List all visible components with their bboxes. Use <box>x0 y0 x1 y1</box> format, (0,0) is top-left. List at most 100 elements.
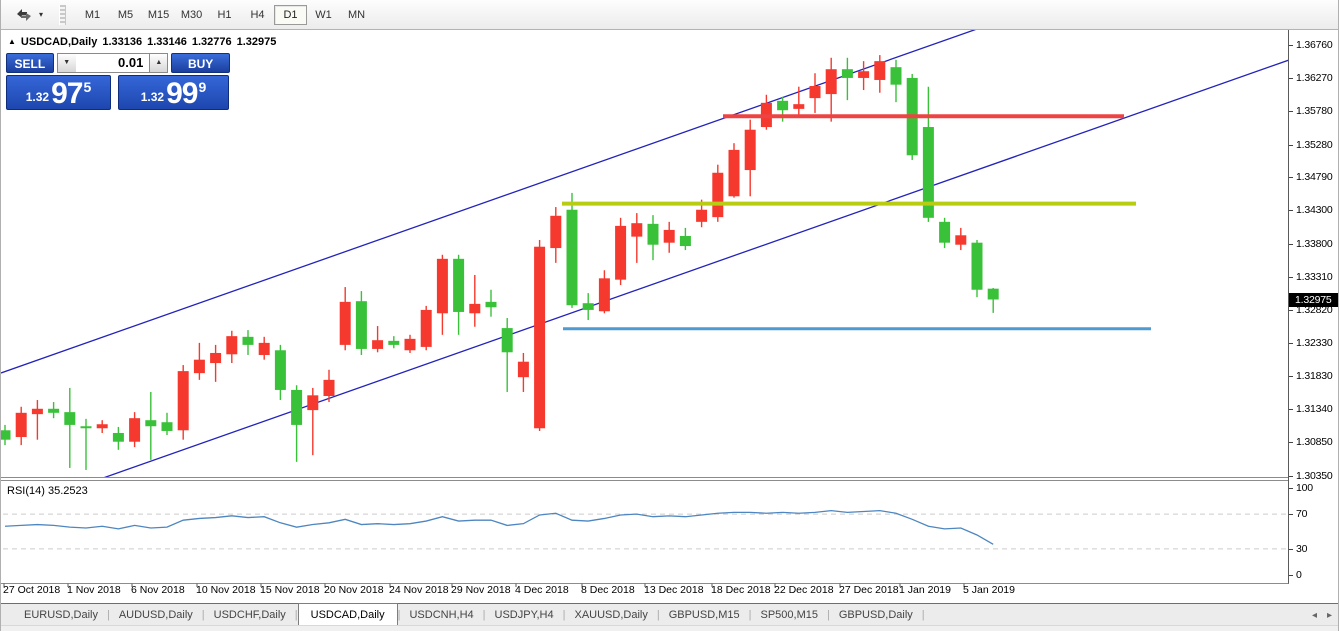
chart-canvas[interactable] <box>1 30 1289 603</box>
candle-body <box>712 172 724 218</box>
price-tick-label: 1.31830 <box>1289 370 1333 382</box>
tab-scroll-right-icon[interactable]: ▸ <box>1326 609 1332 621</box>
price-tick-label: 1.31340 <box>1289 403 1333 415</box>
tab-scroll-left-icon[interactable]: ◂ <box>1311 609 1317 621</box>
tab-audusd-daily[interactable]: AUDUSD,Daily <box>118 608 193 621</box>
tab-xauusd-daily[interactable]: XAUUSD,Daily <box>574 608 648 621</box>
sell-button[interactable]: SELL <box>6 53 54 73</box>
sell-price-sup: 5 <box>83 79 92 95</box>
candle-body <box>874 61 886 80</box>
candle-body <box>323 379 335 396</box>
timeframe-button-m15[interactable]: M15 <box>147 8 170 21</box>
candle-body <box>145 420 157 427</box>
channel-lower-trendline[interactable] <box>1 59 1289 514</box>
tab-separator: | <box>656 608 660 621</box>
candle-body <box>485 301 497 308</box>
timeframe-button-h4[interactable]: H4 <box>250 8 265 21</box>
channel-upper-trendline[interactable] <box>1 30 1289 374</box>
volume-field[interactable]: 0.01 <box>75 53 150 73</box>
timeframe-buttons: M1 M5 M15 M30 H1 H4 D1 W1 MN <box>76 4 373 25</box>
candle-body <box>890 67 902 85</box>
rsi-indicator-label: RSI(14) 35.2523 <box>7 485 88 497</box>
sell-price-panel[interactable]: 1.32 97 5 <box>6 75 111 110</box>
symbol-title: USDCAD,Daily <box>20 36 98 48</box>
candle-body <box>372 340 384 349</box>
tab-separator: | <box>482 608 486 621</box>
price-tick-label: 1.36270 <box>1289 72 1333 84</box>
timeframe-button-m1[interactable]: M1 <box>84 8 101 21</box>
tab-usdcnh-h4[interactable]: USDCNH,H4 <box>409 608 474 621</box>
candle-body <box>258 342 270 355</box>
tab-usdcad-daily[interactable]: USDCAD,Daily <box>297 603 398 625</box>
tab-eurusd-daily[interactable]: EURUSD,Daily <box>24 608 98 621</box>
toolbar-grip-handle[interactable] <box>59 4 67 25</box>
date-tick-label: 29 Nov 2018 <box>451 584 511 596</box>
candle-body <box>274 350 286 390</box>
candle-body <box>939 221 951 243</box>
candle-body <box>615 225 627 280</box>
price-tick-label: 1.36760 <box>1289 39 1333 51</box>
tab-gbpusd-daily[interactable]: GBPUSD,Daily <box>838 608 913 621</box>
date-tick-label: 27 Dec 2018 <box>839 584 899 596</box>
candle-body <box>453 258 465 312</box>
tab-sp500-m15[interactable]: SP500,M15 <box>760 608 818 621</box>
candle-body <box>96 424 108 429</box>
rsi-tick-label: 30 <box>1289 543 1307 555</box>
buy-price-panel[interactable]: 1.32 99 9 <box>118 75 229 110</box>
buy-price-sup: 9 <box>198 79 207 95</box>
candle-body <box>858 71 870 78</box>
candle-body <box>31 408 43 415</box>
timeframe-button-m5[interactable]: M5 <box>117 8 134 21</box>
candle-body <box>48 408 60 413</box>
date-tick-label: 4 Dec 2018 <box>515 584 569 596</box>
candle-body <box>841 69 853 78</box>
tab-separator: | <box>294 608 298 621</box>
tab-usdjpy-h4[interactable]: USDJPY,H4 <box>494 608 554 621</box>
candle-body <box>226 336 238 355</box>
candle-body <box>647 223 659 245</box>
price-axis: 1.36760 1.36270 1.35780 1.35280 1.34790 1.343… <box>1289 30 1338 603</box>
candle-body <box>161 422 173 431</box>
timeframe-button-d1[interactable]: D1 <box>274 4 308 25</box>
timeframe-button-h1[interactable]: H1 <box>217 8 232 21</box>
volume-increase-button[interactable]: ▲ <box>149 53 169 73</box>
collapse-arrow-icon[interactable]: ▲ <box>8 36 16 46</box>
candle-body <box>517 361 529 378</box>
sell-price-prefix: 1.32 <box>25 90 50 104</box>
candle-body <box>339 301 351 345</box>
candle-body <box>696 209 708 222</box>
buy-button[interactable]: BUY <box>171 53 230 73</box>
candle-body <box>987 288 999 300</box>
price-tick-label: 1.35280 <box>1289 139 1333 151</box>
tab-gbpusd-m15[interactable]: GBPUSD,M15 <box>668 608 740 621</box>
tab-separator: | <box>748 608 752 621</box>
swap-arrows-icon <box>17 8 31 21</box>
candle-body <box>550 215 562 249</box>
candle-body <box>112 432 124 442</box>
candle-body <box>404 338 416 351</box>
candle-body <box>1 430 11 440</box>
date-tick-label: 27 Oct 2018 <box>3 584 61 596</box>
candle-body <box>679 235 691 247</box>
tab-separator: | <box>562 608 566 621</box>
price-tick-label: 1.33800 <box>1289 238 1333 250</box>
rsi-tick-label: 100 <box>1289 482 1313 494</box>
timeframe-toolbar: ▾ M1 M5 M15 M30 H1 H4 D1 W1 MN <box>1 0 1338 30</box>
price-tick-label: 1.30850 <box>1289 436 1333 448</box>
date-tick-label: 24 Nov 2018 <box>389 584 449 596</box>
candle-body <box>80 426 92 429</box>
candle-body <box>663 229 675 243</box>
date-tick-label: 1 Nov 2018 <box>67 584 121 596</box>
timeframe-button-w1[interactable]: W1 <box>315 8 332 21</box>
date-tick-label: 1 Jan 2019 <box>899 584 951 596</box>
volume-decrease-button[interactable]: ▼ <box>56 53 76 73</box>
date-tick-label: 13 Dec 2018 <box>644 584 704 596</box>
tab-usdchf-daily[interactable]: USDCHF,Daily <box>213 608 286 621</box>
charts-dropdown-button[interactable]: ▾ <box>9 5 47 25</box>
timeframe-button-m30[interactable]: M30 <box>180 8 203 21</box>
chart-tabs: EURUSD,Daily | AUDUSD,Daily | USDCHF,Daily | U… <box>15 603 925 625</box>
rsi-tick-label: 70 <box>1289 508 1307 520</box>
rsi-tick-label: 0 <box>1289 569 1302 581</box>
timeframe-button-mn[interactable]: MN <box>347 8 366 21</box>
